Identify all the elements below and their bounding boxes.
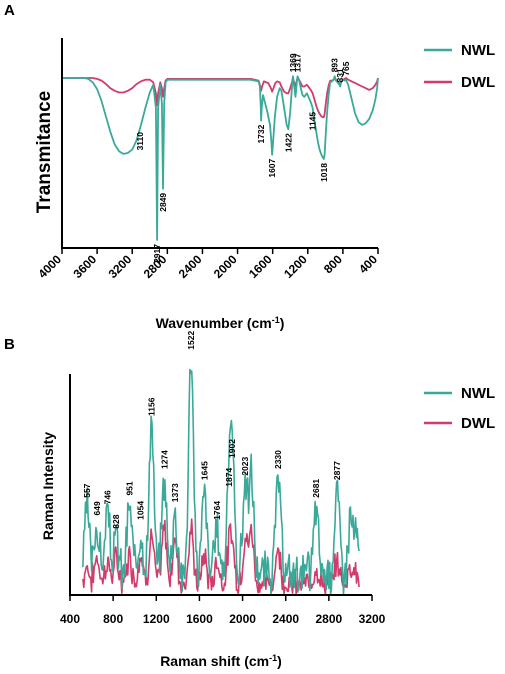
panel-b-peak-label: 2681 (311, 479, 321, 498)
panel-b-legend: NWL DWL (424, 385, 495, 432)
panel-b-peak-label: 951 (124, 481, 134, 495)
panel-a-x-title-end: ) (280, 315, 285, 331)
panel-b-series-layer (82, 368, 360, 595)
panel-a-peak-label: 1422 (283, 133, 293, 152)
panel-a-peak-label: 893 (330, 58, 340, 72)
panel-a-tick-label: 2400 (176, 252, 205, 281)
panel-b-tick-label: 1600 (186, 612, 213, 626)
panel-a-tick-label: 800 (321, 252, 345, 276)
panel-a-line-dwl (62, 77, 379, 119)
panel-b-tick-label: 1200 (143, 612, 170, 626)
panel-b-x-title-main: Raman shift (cm (160, 653, 269, 669)
legend-nwl-label: NWL (461, 42, 495, 59)
panel-a-tick-label: 1200 (281, 252, 310, 281)
panel-a-peak-label: 1018 (319, 163, 329, 182)
panel-b-tick-label: 2800 (316, 612, 343, 626)
panel-b-x-title-end: ) (277, 653, 282, 669)
panel-a-peak-label: 1369 (288, 53, 298, 72)
panel-b: B Raman Intensity 400 800 1200 1600 2000 2400… (4, 331, 495, 669)
panel-b-y-axis-title: Raman Intensity (40, 432, 56, 540)
panel-b-peak-label: 1373 (170, 483, 180, 502)
panel-a-peak-label: 831 (335, 68, 345, 82)
panel-a-peak-label: 2917 (152, 244, 162, 263)
panel-b-tick-label: 400 (60, 612, 80, 626)
panel-b-x-ticks: 400 800 1200 1600 2000 2400 2800 3200 (60, 595, 386, 626)
panel-b-tick-label: 800 (103, 612, 123, 626)
panel-a-x-title-sup: -1 (272, 315, 280, 325)
panel-a-x-axis-title: Wavenumber (cm-1) (156, 315, 285, 331)
panel-b-tick-label: 3200 (359, 612, 386, 626)
panel-b-peak-label: 828 (111, 514, 121, 528)
panel-b-peak-label: 2023 (240, 456, 250, 475)
legend-dwl-label: DWL (461, 74, 495, 91)
panel-b-peak-label: 1274 (159, 450, 169, 469)
panel-a: A Transmitance 4000 3600 3200 2800 2400 2000 1… (4, 2, 495, 331)
panel-a-peak-label: 1607 (267, 158, 277, 177)
panel-a-peak-label: 1732 (256, 124, 266, 143)
panel-a-x-title-main: Wavenumber (cm (156, 315, 272, 331)
panel-b-letter: B (4, 336, 15, 353)
panel-a-peak-label: 1317 (293, 53, 303, 72)
panel-a-x-ticks: 4000 3600 3200 2800 2400 2000 1600 1200 800 400 (35, 248, 380, 281)
panel-b-peak-label: 1764 (212, 501, 222, 520)
panel-b-line-nwl (82, 368, 360, 595)
panel-b-peak-label: 1874 (224, 468, 234, 487)
panel-b-peak-label: 2877 (332, 461, 342, 480)
legend-nwl-label: NWL (461, 385, 495, 402)
panel-a-y-axis-title: Transmitance (34, 91, 55, 214)
panel-b-peak-label: 746 (102, 490, 112, 504)
panel-b-peak-label: 649 (92, 501, 102, 515)
panel-a-legend: NWL DWL (424, 42, 495, 91)
panel-a-tick-label: 1600 (246, 252, 275, 281)
panel-b-x-axis-title: Raman shift (cm-1) (160, 653, 282, 669)
panel-a-peak-label: 3110 (135, 132, 145, 151)
panel-b-peak-label: 1522 (186, 331, 196, 350)
panel-b-peak-label: 1156 (147, 397, 157, 416)
panel-a-tick-label: 400 (356, 252, 380, 276)
panel-b-peak-label: 2330 (273, 450, 283, 469)
panel-b-tick-label: 2400 (272, 612, 299, 626)
panel-b-peak-label: 1902 (227, 439, 237, 458)
panel-a-tick-label: 3600 (70, 252, 99, 281)
panel-a-peak-label: 1145 (308, 112, 318, 131)
legend-dwl-label: DWL (461, 415, 495, 432)
panel-b-line-dwl (82, 518, 360, 595)
panel-a-peak-label: 765 (341, 61, 351, 75)
panel-a-tick-label: 2000 (211, 252, 240, 281)
panel-a-line-nwl (62, 75, 379, 241)
panel-a-tick-label: 4000 (35, 252, 64, 281)
panel-b-x-title-sup: -1 (269, 653, 277, 663)
panel-a-tick-label: 3200 (106, 252, 135, 281)
panel-b-peak-label: 1054 (136, 501, 146, 520)
panel-a-series-layer (62, 75, 379, 241)
panel-b-peak-label: 557 (82, 483, 92, 497)
panel-a-peak-label: 2849 (158, 193, 168, 212)
panel-b-tick-label: 2000 (229, 612, 256, 626)
panel-b-peak-label: 1645 (199, 461, 209, 480)
panel-a-letter: A (4, 2, 15, 19)
